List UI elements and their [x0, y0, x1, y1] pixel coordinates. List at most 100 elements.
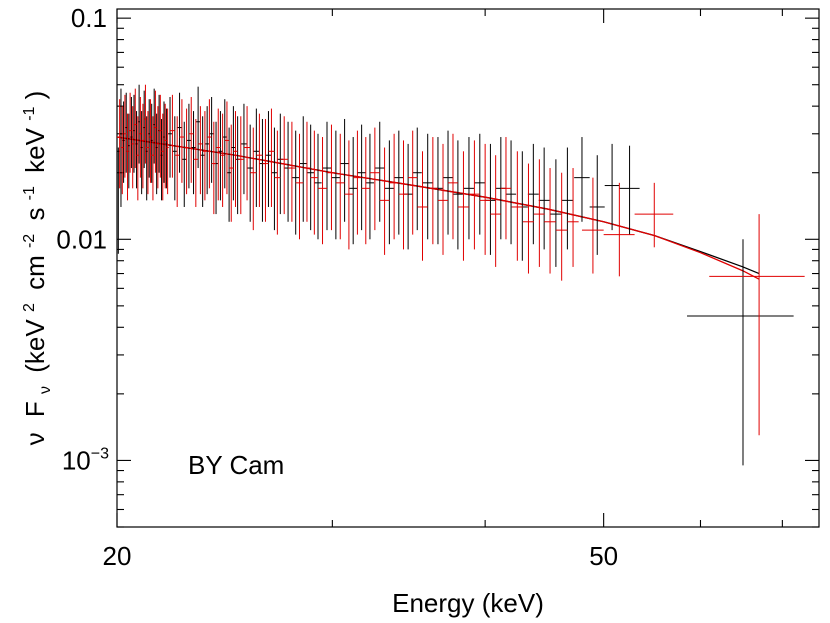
- data-point: [216, 108, 221, 201]
- data-point: [344, 140, 354, 250]
- data-point: [250, 127, 257, 231]
- data-point: [379, 147, 390, 255]
- data-point: [365, 133, 375, 240]
- data-point: [200, 116, 205, 207]
- data-point: [139, 96, 142, 178]
- plot-area-frame: [116, 8, 820, 528]
- y-title-expm1b: -1: [21, 106, 38, 120]
- data-point: [218, 111, 223, 201]
- data-point: [222, 99, 227, 189]
- data-point: [474, 133, 486, 235]
- axis-layer: 0.1 0.01 10−3 20 50: [56, 3, 819, 571]
- data-point: [479, 143, 491, 255]
- data-point: [141, 103, 145, 189]
- data-point: [213, 121, 219, 215]
- data-point: [295, 133, 304, 240]
- data-point: [516, 151, 528, 261]
- data-point: [550, 159, 562, 267]
- data-point: [163, 103, 167, 189]
- data-point: [233, 111, 238, 207]
- data-point: [118, 99, 121, 189]
- data-point: [224, 101, 230, 195]
- data-point: [184, 108, 189, 195]
- data-point: [226, 127, 232, 222]
- data-point: [303, 121, 311, 222]
- data-point: [166, 108, 169, 195]
- data-point: [463, 137, 475, 240]
- y-title-expm1a: -1: [21, 186, 38, 200]
- data-point: [179, 99, 185, 183]
- data-point: [634, 182, 674, 248]
- data-point: [181, 121, 187, 207]
- data-point: [170, 94, 175, 178]
- data-point: [369, 127, 380, 231]
- data-point: [156, 106, 160, 189]
- x-axis-title: Energy (keV): [392, 588, 544, 618]
- data-point: [280, 116, 289, 215]
- data-point: [220, 113, 225, 207]
- data-point: [299, 116, 307, 222]
- data-point: [417, 151, 428, 261]
- data-point: [133, 88, 137, 169]
- data-point: [167, 96, 173, 178]
- data-point: [202, 111, 208, 201]
- source-annotation: BY Cam: [188, 450, 284, 480]
- data-point: [317, 137, 328, 245]
- data-point: [389, 133, 399, 240]
- data-point: [603, 182, 635, 277]
- data-point: [361, 137, 370, 245]
- data-point: [256, 113, 263, 207]
- y-title-kev: keV: [20, 127, 50, 172]
- x-tick-label: 50: [589, 541, 618, 571]
- data-point: [136, 116, 140, 201]
- data-point: [131, 106, 134, 189]
- data-point: [253, 108, 260, 207]
- data-point: [288, 121, 296, 222]
- data-point: [310, 130, 318, 235]
- data-point: [457, 151, 469, 261]
- y-title-close: ): [20, 91, 50, 100]
- data-point: [144, 84, 147, 164]
- data-point: [374, 121, 385, 222]
- data-point: [353, 130, 362, 235]
- data-point: [149, 99, 152, 183]
- data-point: [128, 92, 132, 173]
- data-series-1: [118, 84, 805, 436]
- data-point: [567, 168, 579, 267]
- data-point: [193, 118, 199, 207]
- data-point: [348, 137, 358, 245]
- data-point: [327, 124, 336, 231]
- y-tick-label: 10−3: [62, 445, 109, 475]
- y-tick-label: 0.1: [71, 3, 107, 33]
- data-point: [340, 118, 349, 222]
- y-tick-label: 0.01: [56, 224, 107, 254]
- data-point: [209, 96, 214, 183]
- data-point: [271, 127, 278, 231]
- data-point: [195, 86, 201, 169]
- data-point: [126, 113, 129, 201]
- data-point: [177, 92, 182, 173]
- data-point: [581, 177, 604, 274]
- data-point: [687, 239, 794, 466]
- data-point: [561, 147, 574, 250]
- y-title-expm2: -2: [21, 234, 38, 248]
- data-point: [172, 116, 178, 201]
- data-point: [259, 118, 266, 222]
- data-point: [538, 147, 550, 250]
- data-point: [490, 155, 501, 267]
- data-point: [314, 133, 322, 240]
- data-point: [322, 121, 332, 231]
- y-title-nu: ν: [20, 432, 50, 445]
- data-point: [186, 103, 192, 189]
- data-point: [207, 99, 212, 189]
- y-title-exp2: 2: [21, 303, 38, 312]
- data-point: [268, 108, 275, 207]
- data-point: [448, 133, 458, 240]
- data-point: [262, 118, 269, 222]
- data-point: [555, 172, 568, 281]
- data-point: [237, 116, 244, 215]
- data-point: [709, 214, 805, 436]
- data-point: [174, 116, 180, 207]
- data-point: [159, 94, 162, 178]
